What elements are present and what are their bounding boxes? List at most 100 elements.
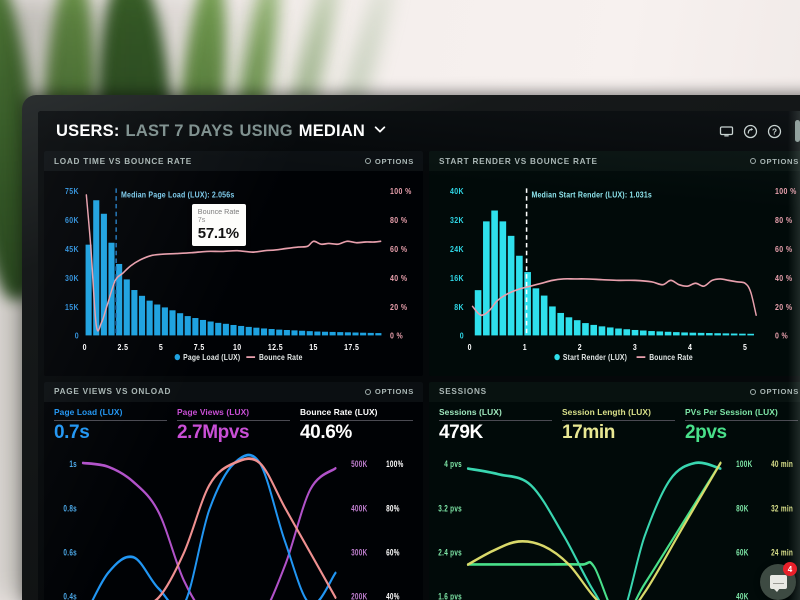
kpi-sessions[interactable]: Sessions (LUX) 479K <box>439 407 552 444</box>
svg-text:0.8s: 0.8s <box>63 503 77 513</box>
chart-load-time-vs-bounce-rate[interactable]: 0 15K 30K 45K 60K 75K 0 % 20 % 40 % 60 % 80 % 100 %… <box>44 175 423 376</box>
panel-title: LOAD TIME VS BOUNCE RATE <box>54 156 192 166</box>
svg-text:80K: 80K <box>736 503 749 513</box>
chart-area-sessions[interactable]: 1.6 pvs 2.4 pvs 3.2 pvs 4 pvs 40K 60K 80K 100K 2… <box>429 444 800 600</box>
svg-text:0: 0 <box>460 331 464 341</box>
chart-area-page-views[interactable]: 0.4s 0.6s 0.8s 1s 200K 300K 400K 500K 40% 60% 80% 1… <box>44 444 423 600</box>
help-icon[interactable]: ? <box>767 124 782 139</box>
svg-text:1.6 pvs: 1.6 pvs <box>438 591 462 600</box>
kpi-label: PVs Per Session (LUX) <box>685 406 778 417</box>
gear-icon <box>364 388 371 395</box>
svg-text:10: 10 <box>233 342 242 352</box>
svg-text:0 %: 0 % <box>775 331 788 341</box>
kpi-page-load[interactable]: Page Load (LUX) 0.7s <box>54 407 167 444</box>
chevron-down-icon[interactable] <box>373 122 387 140</box>
kpi-value: 17min <box>562 421 615 443</box>
kpi-page-views[interactable]: Page Views (LUX) 2.7Mpvs <box>177 407 290 444</box>
svg-text:Median Start Render (LUX): 1.0: Median Start Render (LUX): 1.031s <box>531 190 652 200</box>
panel-start-render-vs-bounce-rate: START RENDER VS BOUNCE RATE OPTIONS 0 8K 1… <box>429 151 800 376</box>
monitor-icon[interactable] <box>719 124 734 139</box>
kpi-divider <box>562 419 675 421</box>
kpi-divider <box>300 419 413 421</box>
kpi-label: Session Length (LUX) <box>562 406 652 417</box>
chat-widget-button[interactable]: 4 <box>760 562 797 600</box>
svg-text:200K: 200K <box>351 591 368 600</box>
svg-text:300K: 300K <box>351 547 368 557</box>
svg-text:Start Render (LUX): Start Render (LUX) <box>563 352 628 362</box>
svg-text:100 %: 100 % <box>775 186 797 196</box>
kpi-label: Bounce Rate (LUX) <box>300 406 378 417</box>
svg-text:40K: 40K <box>736 591 749 600</box>
title-prefix: USERS: <box>56 121 120 140</box>
kpi-divider <box>177 419 290 421</box>
scrollbar-thumb[interactable] <box>795 120 800 142</box>
svg-text:60 %: 60 % <box>390 244 407 254</box>
svg-text:16K: 16K <box>450 273 464 283</box>
svg-text:40 %: 40 % <box>390 273 407 283</box>
options-button[interactable]: OPTIONS <box>364 387 414 396</box>
title-metric: MEDIAN <box>298 121 366 140</box>
svg-text:15K: 15K <box>65 302 79 312</box>
svg-text:20 %: 20 % <box>775 302 792 312</box>
svg-text:60 %: 60 % <box>775 244 792 254</box>
options-label: OPTIONS <box>759 156 799 166</box>
panel-title: SESSIONS <box>439 387 487 396</box>
chart-sessions[interactable]: 1.6 pvs 2.4 pvs 3.2 pvs 4 pvs 40K 60K 80K 100K 2… <box>429 444 800 600</box>
title-using: USING <box>239 121 293 140</box>
kpi-value: 2pvs <box>685 421 727 443</box>
svg-text:100K: 100K <box>736 458 753 468</box>
svg-text:2.4 pvs: 2.4 pvs <box>438 547 462 557</box>
kpi-session-length[interactable]: Session Length (LUX) 17min <box>562 407 675 444</box>
panel-header: SESSIONS OPTIONS <box>429 381 800 402</box>
svg-text:8K: 8K <box>454 302 464 312</box>
chat-bubble-icon <box>769 575 787 592</box>
kpi-row: Sessions (LUX) 479K Session Length (LUX)… <box>429 402 800 444</box>
panel-sessions: SESSIONS OPTIONS Sessions (LUX) 479K Ses… <box>429 381 800 600</box>
svg-text:0: 0 <box>83 342 87 352</box>
svg-text:24K: 24K <box>450 244 464 254</box>
svg-text:40 min: 40 min <box>771 458 793 468</box>
header-icon-group: ? <box>719 120 800 142</box>
svg-text:?: ? <box>772 127 777 136</box>
chart-area-load-time[interactable]: 0 15K 30K 45K 60K 75K 0 % 20 % 40 % 60 % 80 % 100 %… <box>44 171 423 376</box>
kpi-bounce-rate[interactable]: Bounce Rate (LUX) 40.6% <box>300 407 413 444</box>
svg-text:24 min: 24 min <box>771 547 793 557</box>
options-button[interactable]: OPTIONS <box>364 156 414 166</box>
svg-text:45K: 45K <box>65 244 79 254</box>
share-icon[interactable] <box>743 124 758 139</box>
panel-page-views-vs-onload: PAGE VIEWS VS ONLOAD OPTIONS Page Load (… <box>44 381 423 600</box>
tooltip-value: 57.1% <box>197 225 239 242</box>
svg-text:3: 3 <box>633 342 637 352</box>
svg-text:3.2 pvs: 3.2 pvs <box>438 503 462 513</box>
svg-text:20 %: 20 % <box>390 302 407 312</box>
dashboard-header: USERS: LAST 7 DAYS USING MEDIAN ? <box>38 111 800 151</box>
chart-area-start-render[interactable]: 0 8K 16K 24K 32K 40K 0 % 20 % 40 % 60 % 80 % 100 % 0… <box>429 171 800 376</box>
panel-grid: LOAD TIME VS BOUNCE RATE OPTIONS 0 15K 30K… <box>38 151 800 600</box>
kpi-value: 40.6% <box>300 421 352 443</box>
svg-text:100%: 100% <box>386 458 404 468</box>
kpi-pvs-per-session[interactable]: PVs Per Session (LUX) 2pvs <box>685 407 798 444</box>
svg-text:1: 1 <box>523 342 527 352</box>
svg-text:400K: 400K <box>351 503 368 513</box>
tooltip-label: Bounce Rate <box>197 206 240 216</box>
chart-start-render-vs-bounce-rate[interactable]: 0 8K 16K 24K 32K 40K 0 % 20 % 40 % 60 % 80 % 100 % 0… <box>429 175 800 376</box>
svg-text:12.5: 12.5 <box>268 342 283 352</box>
svg-text:1s: 1s <box>69 458 77 468</box>
kpi-row: Page Load (LUX) 0.7s Page Views (LUX) 2.… <box>44 402 423 444</box>
title-range: LAST 7 DAYS <box>125 121 234 140</box>
chart-tooltip: Bounce Rate 7s 57.1% <box>191 203 247 246</box>
svg-text:60K: 60K <box>65 215 79 225</box>
svg-text:40K: 40K <box>450 186 464 196</box>
svg-text:7.5: 7.5 <box>194 342 205 352</box>
page-title[interactable]: USERS: LAST 7 DAYS USING MEDIAN <box>56 122 387 141</box>
kpi-value: 479K <box>439 421 483 443</box>
options-label: OPTIONS <box>374 156 414 166</box>
chart-page-views-vs-onload[interactable]: 0.4s 0.6s 0.8s 1s 200K 300K 400K 500K 40% 60% 80% 1… <box>44 444 423 600</box>
gear-icon <box>364 158 371 164</box>
kpi-divider <box>439 419 552 421</box>
tooltip-x: 7s <box>197 214 206 224</box>
options-button[interactable]: OPTIONS <box>749 156 799 166</box>
svg-text:75K: 75K <box>65 186 79 196</box>
svg-text:80%: 80% <box>386 503 400 513</box>
options-button[interactable]: OPTIONS <box>749 387 799 396</box>
